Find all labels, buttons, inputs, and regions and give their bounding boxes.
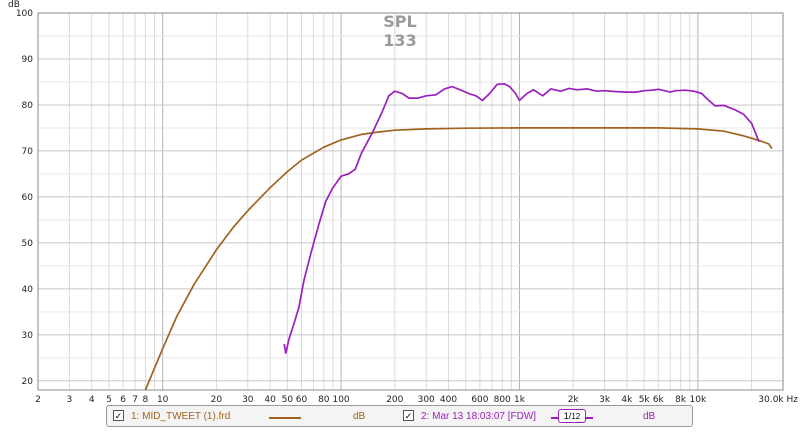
x-tick-label: 8: [143, 395, 149, 405]
x-tick-label: 1k: [514, 395, 526, 405]
x-tick-label: 20: [211, 395, 223, 405]
chart-title: SPL: [383, 12, 416, 31]
legend-bar: ✓ 1: MID_TWEET (1).frd dB ✓ 2: Mar 13 18…: [106, 405, 693, 427]
series2-checkbox[interactable]: ✓: [403, 410, 414, 421]
x-tick-label: 30.0k Hz: [758, 395, 798, 405]
series2-smoothing-box[interactable]: 1/12: [558, 409, 586, 423]
x-axis-ticks: 2 3 4 5 6 7 8 10 20 30 40 50 60 80 100 200 300 400 600 800 1…: [35, 395, 798, 405]
x-tick-label: 4k: [621, 395, 633, 405]
x-tick-label: 4: [89, 395, 95, 405]
x-tick-label: 200: [386, 395, 403, 405]
y-tick-label: 100: [16, 9, 33, 19]
x-tick-label: 10k: [690, 395, 707, 405]
x-tick-label: 30: [242, 395, 254, 405]
series1-swatch: [269, 417, 301, 419]
x-tick-label: 5: [106, 395, 112, 405]
y-tick-label: 80: [22, 101, 34, 111]
series-lines: [144, 82, 773, 391]
smoothing-denominator: 12: [571, 412, 581, 421]
y-axis-unit-label: dB: [8, 0, 20, 10]
y-tick-label: 90: [22, 55, 34, 65]
x-tick-label: 5k: [639, 395, 651, 405]
y-tick-label: 50: [22, 239, 34, 249]
x-tick-label: 80: [318, 395, 330, 405]
series2-unit: dB: [643, 411, 656, 422]
chart-subtitle: 133: [383, 31, 416, 50]
smoothing-numerator: 1: [563, 411, 569, 421]
y-tick-label: 60: [22, 193, 34, 203]
x-tick-label: 400: [440, 395, 457, 405]
y-tick-label: 70: [22, 147, 34, 157]
y-tick-label: 40: [22, 285, 34, 295]
x-tick-label: 3k: [599, 395, 611, 405]
y-tick-label: 30: [22, 331, 34, 341]
series-line-2: [283, 82, 760, 355]
series1-checkbox[interactable]: ✓: [113, 410, 124, 421]
x-tick-label: 7: [132, 395, 138, 405]
x-tick-label: 300: [418, 395, 435, 405]
x-tick-label: 3: [67, 395, 73, 405]
plot-background: [38, 13, 783, 390]
series1-label[interactable]: 1: MID_TWEET (1).frd: [131, 411, 231, 422]
y-axis-ticks: 20 30 40 50 60 70 80 90 100: [16, 9, 33, 387]
y-tick-label: 20: [22, 377, 34, 387]
x-tick-label: 2: [35, 395, 41, 405]
series1-unit: dB: [353, 411, 366, 422]
x-tick-label: 40: [264, 395, 276, 405]
series2-label[interactable]: 2: Mar 13 18:03:07 [FDW]: [421, 411, 537, 422]
x-tick-label: 50: [282, 395, 294, 405]
x-tick-label: 8k: [675, 395, 687, 405]
series-line-1: [144, 127, 773, 391]
x-tick-label: 2k: [568, 395, 580, 405]
x-tick-label: 10: [157, 395, 169, 405]
x-tick-label: 600: [471, 395, 488, 405]
x-tick-label: 6k: [653, 395, 665, 405]
x-tick-label: 60: [296, 395, 308, 405]
x-tick-label: 100: [332, 395, 349, 405]
x-tick-label: 6: [120, 395, 126, 405]
plot-frame: [37, 12, 784, 391]
x-tick-label: 800: [494, 395, 511, 405]
